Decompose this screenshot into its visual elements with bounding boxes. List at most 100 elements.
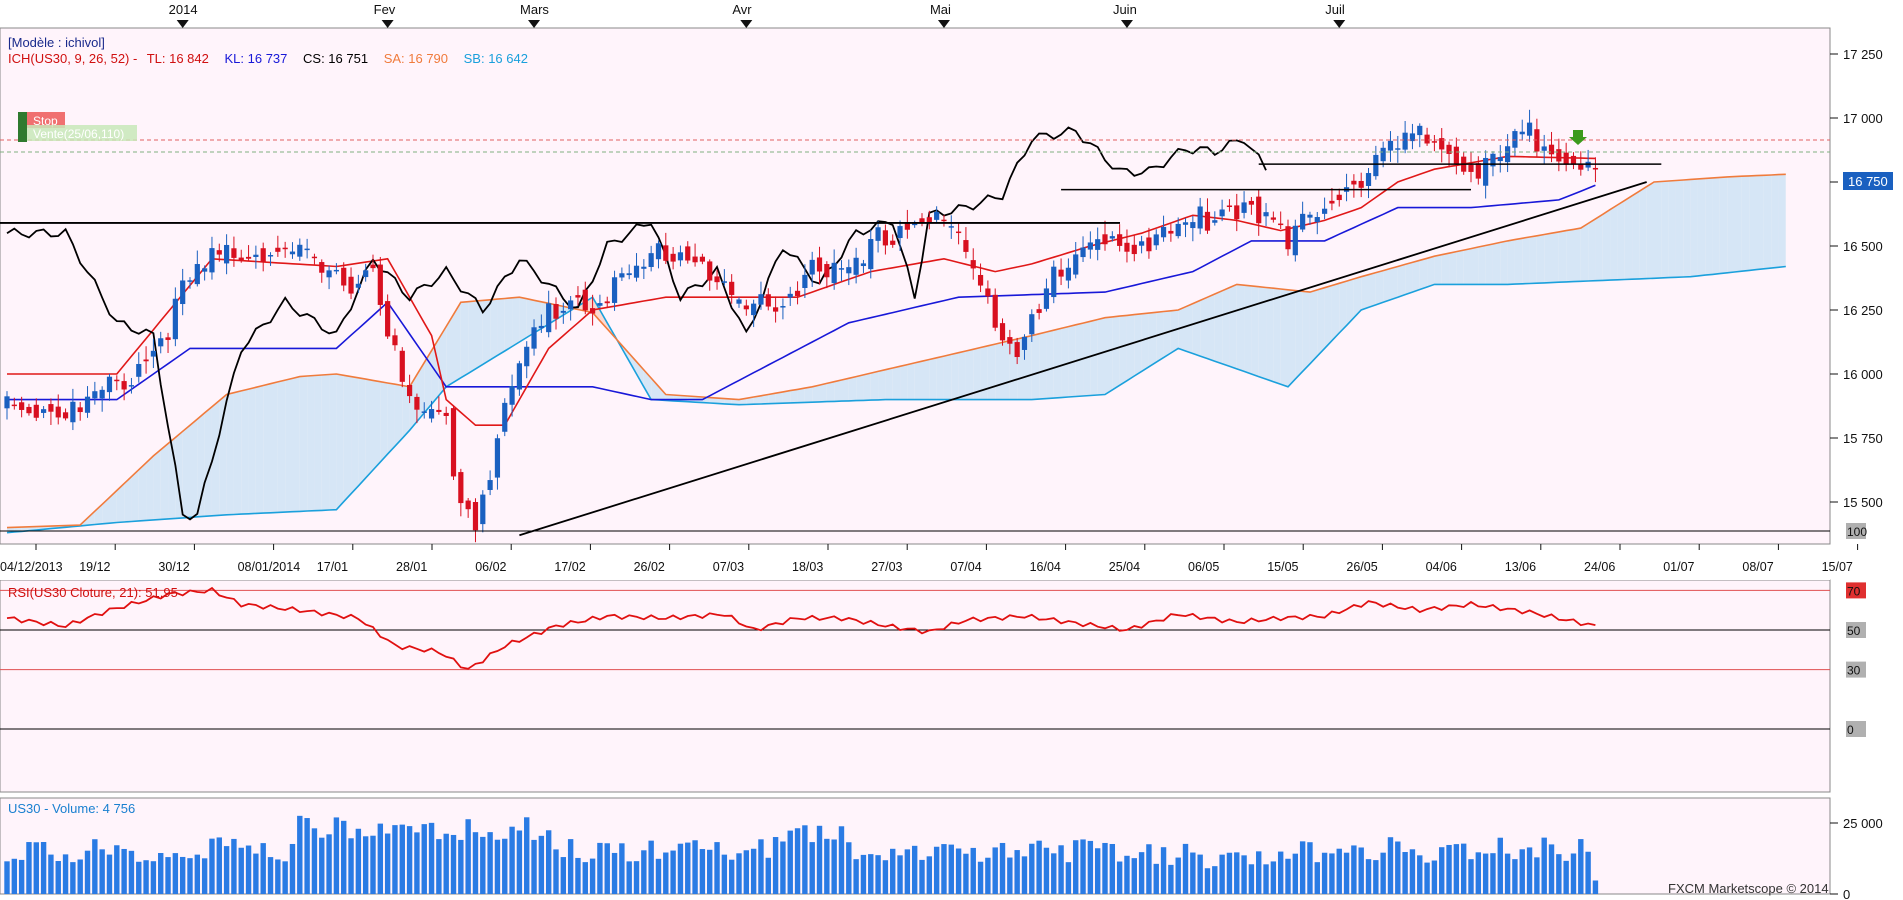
candle[interactable] <box>19 396 25 418</box>
candle[interactable] <box>341 262 347 292</box>
candle[interactable] <box>209 236 215 280</box>
candle[interactable] <box>326 265 332 290</box>
candle[interactable] <box>1080 236 1086 263</box>
candle[interactable] <box>1241 191 1247 219</box>
candle[interactable] <box>1570 152 1577 170</box>
candle[interactable] <box>1300 201 1306 233</box>
candle[interactable] <box>428 400 435 423</box>
candle[interactable] <box>1358 172 1364 198</box>
candle[interactable] <box>1124 229 1130 263</box>
candle[interactable] <box>1131 235 1137 262</box>
candle[interactable] <box>385 294 391 339</box>
candle[interactable] <box>677 245 684 267</box>
candle[interactable] <box>1102 220 1108 251</box>
candle[interactable] <box>1548 131 1555 163</box>
candle[interactable] <box>363 263 369 282</box>
candle[interactable] <box>1314 211 1320 235</box>
candle[interactable] <box>1431 134 1437 152</box>
candle[interactable] <box>399 347 405 388</box>
candle[interactable] <box>297 238 303 261</box>
candle[interactable] <box>1292 219 1298 262</box>
candle[interactable] <box>619 267 625 281</box>
candle[interactable] <box>11 397 17 410</box>
candle[interactable] <box>1234 193 1240 232</box>
candle[interactable] <box>1409 123 1416 150</box>
sell-marker[interactable]: Vente(25/06,110) <box>27 125 137 141</box>
candle[interactable] <box>121 373 127 401</box>
candle[interactable] <box>202 265 208 281</box>
candle[interactable] <box>1351 174 1357 198</box>
candle[interactable] <box>436 396 442 415</box>
candle[interactable] <box>26 403 32 416</box>
candle[interactable] <box>633 253 640 282</box>
candle[interactable] <box>1526 109 1533 142</box>
candle[interactable] <box>48 398 54 425</box>
candle[interactable] <box>450 405 457 481</box>
trend-lines[interactable] <box>0 163 1662 537</box>
candle[interactable] <box>641 259 647 280</box>
candle[interactable] <box>1468 151 1474 183</box>
candle[interactable] <box>816 246 823 285</box>
candle[interactable] <box>128 377 135 394</box>
candle[interactable] <box>216 243 222 262</box>
candle[interactable] <box>480 490 486 533</box>
candle[interactable] <box>333 263 339 275</box>
candle[interactable] <box>707 259 713 291</box>
candle[interactable] <box>597 294 603 309</box>
candle[interactable] <box>106 373 113 401</box>
candle[interactable] <box>853 247 859 284</box>
candle[interactable] <box>1395 135 1401 163</box>
candle[interactable] <box>538 314 544 333</box>
candle[interactable] <box>194 250 200 287</box>
candle[interactable] <box>948 215 954 239</box>
candle[interactable] <box>245 245 252 261</box>
candle[interactable] <box>1475 156 1481 185</box>
candle[interactable] <box>765 288 771 311</box>
candle[interactable] <box>809 251 815 287</box>
candle[interactable] <box>685 241 691 264</box>
rising-trendline[interactable] <box>519 181 1647 537</box>
candle[interactable] <box>714 269 720 290</box>
candle[interactable] <box>882 224 888 255</box>
candle[interactable] <box>187 277 193 289</box>
candle[interactable] <box>77 401 83 421</box>
candle[interactable] <box>1263 203 1269 227</box>
candle[interactable] <box>304 238 310 259</box>
candle[interactable] <box>1329 188 1335 211</box>
candle[interactable] <box>253 245 259 269</box>
candle[interactable] <box>516 360 522 396</box>
candle[interactable] <box>1014 337 1020 365</box>
candle[interactable] <box>1007 329 1013 355</box>
candle[interactable] <box>275 235 281 257</box>
candle[interactable] <box>392 328 398 351</box>
candle[interactable] <box>773 296 779 323</box>
candle[interactable] <box>1117 224 1123 252</box>
candle[interactable] <box>934 206 940 223</box>
candle[interactable] <box>33 398 39 422</box>
candle[interactable] <box>802 264 808 299</box>
candle[interactable] <box>319 259 325 283</box>
candle[interactable] <box>487 470 493 496</box>
volume-chart[interactable]: 0 25 000 <box>4 815 1883 900</box>
candle[interactable] <box>611 270 618 311</box>
candle[interactable] <box>663 232 669 265</box>
candle[interactable] <box>458 468 464 517</box>
candle[interactable] <box>831 249 837 290</box>
candle[interactable] <box>172 287 178 347</box>
candle[interactable] <box>311 253 318 265</box>
candle[interactable] <box>670 247 676 270</box>
candle[interactable] <box>1190 215 1196 242</box>
candle[interactable] <box>1219 199 1225 222</box>
candle[interactable] <box>1146 227 1152 259</box>
candle[interactable] <box>1087 231 1093 259</box>
candle[interactable] <box>443 406 449 425</box>
candle[interactable] <box>289 242 296 259</box>
candle[interactable] <box>787 286 793 306</box>
candle[interactable] <box>136 352 142 383</box>
candle[interactable] <box>1182 218 1189 238</box>
candle[interactable] <box>158 331 164 354</box>
candle[interactable] <box>860 259 867 273</box>
candle[interactable] <box>502 398 508 437</box>
candle[interactable] <box>780 298 786 320</box>
